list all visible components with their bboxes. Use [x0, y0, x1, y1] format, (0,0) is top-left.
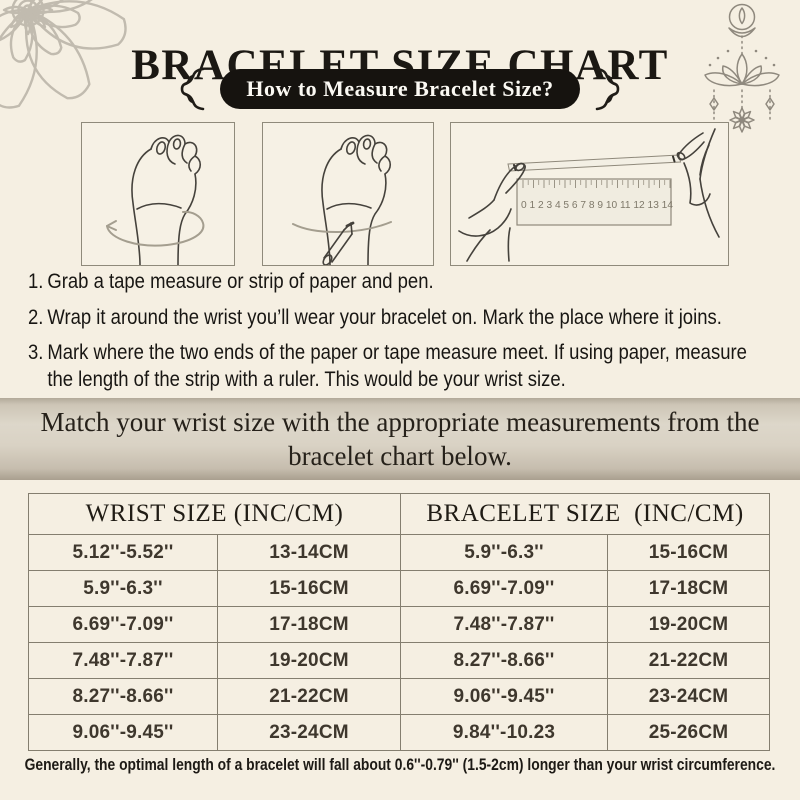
hands-ruler-icon: 0 1 2 3 4 5 6 7 8 9 10 11 12 13 14 — [458, 128, 720, 262]
table-row: 5.9''-6.3'' 15-16CM 6.69''-7.09'' 17-18C… — [28, 570, 771, 607]
illustration-step1-wrap-wrist — [81, 122, 235, 266]
table-header-row: WRIST SIZE (INC/CM) BRACELET SIZE (INC/C… — [28, 493, 771, 535]
table-row: 9.06''-9.45'' 23-24CM 9.84''-10.23 25-26… — [28, 714, 771, 751]
match-banner: Match your wrist size with the appropria… — [0, 398, 800, 480]
bracelet-size-header: BRACELET SIZE (INC/CM) — [399, 493, 771, 535]
hand-with-tape-icon — [106, 134, 205, 265]
bracelet-inch-cell: 9.06''-9.45'' — [400, 678, 608, 715]
bracelet-inch-cell: 8.27''-8.66'' — [400, 642, 608, 679]
subtitle-pill: How to Measure Bracelet Size? — [220, 69, 580, 109]
ruler-numbers: 0 1 2 3 4 5 6 7 8 9 10 11 12 13 14 — [521, 200, 673, 211]
step-text: Grab a tape measure or strip of paper an… — [47, 270, 434, 293]
footer-note: Generally, the optimal length of a brace… — [24, 756, 776, 774]
bracelet-inch-cell: 6.69''-7.09'' — [400, 570, 608, 607]
wrist-size-header: WRIST SIZE (INC/CM) — [28, 493, 401, 535]
bracelet-cm-cell: 21-22CM — [606, 642, 771, 679]
illustration-step2-mark-pen — [262, 122, 434, 266]
step-text: Wrap it around the wrist you’ll wear you… — [47, 305, 722, 329]
bracelet-cm-cell: 19-20CM — [606, 606, 771, 643]
wrist-inch-cell: 8.27''-8.66'' — [28, 678, 218, 715]
match-banner-text: Match your wrist size with the appropria… — [40, 406, 760, 471]
instruction-step-2: 2. Wrap it around the wrist you’ll wear … — [28, 305, 776, 332]
wrist-cm-cell: 13-14CM — [217, 534, 401, 571]
step-number: 3. — [28, 341, 44, 365]
size-chart-table: WRIST SIZE (INC/CM) BRACELET SIZE (INC/C… — [28, 493, 771, 751]
illustration-step3-measure-ruler: 0 1 2 3 4 5 6 7 8 9 10 11 12 13 14 — [450, 122, 729, 266]
wrist-inch-cell: 5.9''-6.3'' — [28, 570, 218, 607]
wrist-cm-cell: 15-16CM — [217, 570, 401, 607]
wrist-cm-cell: 21-22CM — [217, 678, 401, 715]
step-text: Mark where the two ends of the paper or … — [47, 341, 747, 391]
wrist-cm-cell: 19-20CM — [217, 642, 401, 679]
measure-instructions: 1. Grab a tape measure or strip of paper… — [28, 269, 776, 403]
paper-strip — [507, 154, 682, 172]
wrist-cm-cell: 23-24CM — [217, 714, 401, 751]
wrist-inch-cell: 9.06''-9.45'' — [28, 714, 218, 751]
bracelet-inch-cell: 9.84''-10.23 — [400, 714, 608, 751]
bracelet-cm-cell: 17-18CM — [606, 570, 771, 607]
table-row: 6.69''-7.09'' 17-18CM 7.48''-7.87'' 19-2… — [28, 606, 771, 643]
flourish-right-icon — [595, 67, 619, 111]
ruler — [516, 178, 672, 226]
wrist-cm-cell: 17-18CM — [217, 606, 401, 643]
table-row: 7.48''-7.87'' 19-20CM 8.27''-8.66'' 21-2… — [28, 642, 771, 679]
bracelet-cm-cell: 25-26CM — [606, 714, 771, 751]
subtitle-row: How to Measure Bracelet Size? — [0, 66, 800, 112]
bracelet-inch-cell: 5.9''-6.3'' — [400, 534, 608, 571]
step-number: 2. — [28, 305, 44, 329]
hand-with-pen-icon — [292, 134, 392, 265]
bracelet-inch-cell: 7.48''-7.87'' — [400, 606, 608, 643]
bracelet-cm-cell: 23-24CM — [606, 678, 771, 715]
wrist-inch-cell: 5.12''-5.52'' — [28, 534, 218, 571]
wrist-inch-cell: 7.48''-7.87'' — [28, 642, 218, 679]
table-row: 8.27''-8.66'' 21-22CM 9.06''-9.45'' 23-2… — [28, 678, 771, 715]
instruction-step-3: 3. Mark where the two ends of the paper … — [28, 340, 760, 393]
table-row: 5.12''-5.52'' 13-14CM 5.9''-6.3'' 15-16C… — [28, 534, 771, 571]
wrist-inch-cell: 6.69''-7.09'' — [28, 606, 218, 643]
instruction-step-1: 1. Grab a tape measure or strip of paper… — [28, 269, 776, 296]
bracelet-cm-cell: 15-16CM — [606, 534, 771, 571]
flourish-left-icon — [181, 67, 205, 111]
step-number: 1. — [28, 270, 44, 293]
